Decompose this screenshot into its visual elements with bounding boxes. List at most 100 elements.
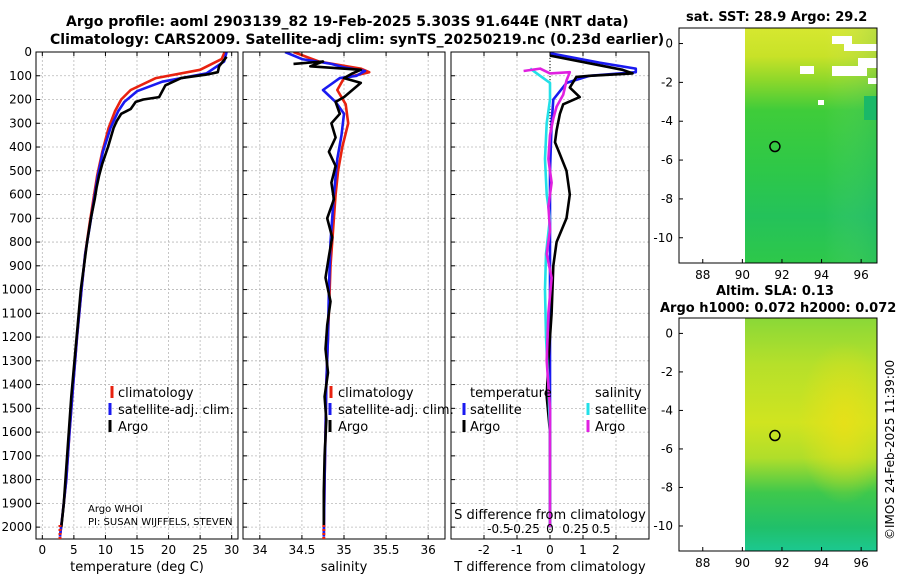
map-y-tick-label: -8 — [661, 480, 673, 494]
y-tick-label: 700 — [9, 211, 32, 225]
x-tick-label: 30 — [224, 543, 239, 557]
legend-title-salinity: salinity — [595, 386, 642, 401]
argo-position-marker — [769, 140, 781, 153]
map-x-tick-label: 88 — [695, 556, 710, 570]
legend-label-s-argo: Argo — [595, 420, 625, 435]
y-tick-label: 300 — [9, 116, 32, 130]
x2-tick-label: -0.25 — [509, 522, 540, 536]
legend-label-satellite-adj: satellite-adj. clim. — [118, 403, 234, 418]
x-axis-label: temperature (deg C) — [70, 560, 204, 575]
map-x-tick-label: 92 — [774, 268, 789, 282]
legend-label-satellite-adj: satellite-adj. clim. — [338, 403, 454, 418]
imos-credit: ©IMOS 24-Feb-2025 11:39:00 — [883, 360, 897, 540]
map-y-tick-label: -4 — [661, 403, 673, 417]
x-tick-label: 10 — [98, 543, 113, 557]
figure-title-line2: Climatology: CARS2009. Satellite-adj cli… — [50, 32, 665, 48]
map-y-tick-label: -6 — [661, 442, 673, 456]
legend-label-t-satellite: satellite — [470, 403, 522, 418]
map-y-tick-label: 0 — [665, 37, 673, 51]
x-tick-label: 5 — [70, 543, 78, 557]
map-y-tick-label: -10 — [653, 519, 673, 533]
x-tick-label: 0 — [546, 543, 554, 557]
sst-field-shade — [745, 28, 877, 263]
x-tick-label: 35.5 — [373, 543, 400, 557]
y-tick-label: 1600 — [1, 425, 32, 439]
sst-map-border — [678, 27, 878, 264]
map-x-tick-label: 96 — [854, 268, 869, 282]
sla-map-panel: 88 90 92 94 96 0 -2 -4 -6 -8 -10 — [653, 317, 878, 570]
x-tick-label: 25 — [192, 543, 207, 557]
x-tick-label: 2 — [612, 543, 620, 557]
map-y-tick-label: -10 — [653, 231, 673, 245]
map-x-tick-label: 96 — [854, 556, 869, 570]
series-line-salinity-satellite — [529, 67, 552, 528]
info-source: Argo WHOI — [88, 504, 143, 515]
y-tick-label: 900 — [9, 259, 32, 273]
legend-label-climatology: climatology — [338, 386, 414, 401]
sst-cloud-mask — [800, 66, 814, 74]
y-tick-label: 1300 — [1, 354, 32, 368]
y-tick-label: 1200 — [1, 330, 32, 344]
x2-axis-label: S difference from climatology — [454, 508, 646, 523]
argo-position-marker — [769, 429, 781, 442]
salinity-panel: 34 34.5 35 35.5 36 salinity — [242, 51, 446, 575]
x-tick-label: -2 — [478, 543, 490, 557]
sst-cloud-mask — [858, 58, 877, 68]
series-group — [58, 52, 228, 537]
x-tick-label: 34 — [252, 543, 267, 557]
sst-cloud-mask — [832, 66, 867, 76]
figure-title-line1: Argo profile: aoml 2903139_82 19-Feb-202… — [66, 14, 629, 30]
sst-map-title: sat. SST: 28.9 Argo: 29.2 — [686, 10, 868, 25]
map-x-tick-label: 88 — [695, 268, 710, 282]
sla-map-title-line1: Altim. SLA: 0.13 — [716, 284, 834, 299]
series-group — [523, 52, 638, 528]
series-line-salinity-argo — [523, 67, 572, 528]
y-tick-label: 0 — [24, 45, 32, 59]
sla-field-highlight — [745, 318, 877, 551]
y-tick-label: 1100 — [1, 306, 32, 320]
x-axis-label: salinity — [321, 560, 368, 575]
x-axis-label: T difference from climatology — [453, 560, 646, 575]
series-line-argo — [293, 60, 363, 528]
y-tick-label: 1400 — [1, 378, 32, 392]
map-x-tick-label: 94 — [814, 268, 829, 282]
x-tick-label: 35 — [336, 543, 351, 557]
map-y-tick-label: -2 — [661, 75, 673, 89]
sla-map-axes: 88 90 92 94 96 0 -2 -4 -6 -8 -10 — [653, 326, 868, 570]
map-y-tick-label: 0 — [665, 326, 673, 340]
x-tick-label: 34.5 — [289, 543, 316, 557]
legend-label-argo: Argo — [338, 420, 368, 435]
legend-label-s-satellite: satellite — [595, 403, 647, 418]
legend-label-argo: Argo — [118, 420, 148, 435]
map-x-tick-label: 94 — [814, 556, 829, 570]
series-line-satellite-adj-clim- — [58, 52, 228, 537]
sla-map-border — [678, 317, 878, 552]
y-tick-label: 1800 — [1, 473, 32, 487]
x-tick-label: 36 — [421, 543, 436, 557]
temperature-legend: climatology satellite-adj. clim. Argo — [108, 386, 234, 435]
map-x-tick-label: 92 — [774, 556, 789, 570]
y-tick-label: 1000 — [1, 283, 32, 297]
difference-panel: -2 -1 0 1 2 T difference from climatology S di… — [450, 51, 650, 575]
sst-cloud-mask — [818, 100, 824, 105]
y-tick-label: 1900 — [1, 496, 32, 510]
x2-tick-label: 0.5 — [592, 522, 611, 536]
info-pi: PI: SUSAN WIJFFELS, STEVEN — [88, 517, 233, 528]
y-tick-label: 400 — [9, 140, 32, 154]
x-tick-label: 15 — [129, 543, 144, 557]
series-group — [284, 52, 371, 537]
y-tick-label: 2000 — [1, 520, 32, 534]
x-tick-label: 0 — [38, 543, 46, 557]
legend-label-t-argo: Argo — [470, 420, 500, 435]
sst-cloud-mask — [844, 44, 877, 51]
y-tick-label: 200 — [9, 93, 32, 107]
series-line-argo — [60, 55, 228, 528]
x-tick-label: 1 — [579, 543, 587, 557]
sst-map-axes: 88 90 92 94 96 0 -2 -4 -6 -8 -10 — [653, 37, 868, 282]
legend-label-climatology: climatology — [118, 386, 194, 401]
series-line-temperature-argo — [545, 54, 634, 528]
map-y-tick-label: -8 — [661, 192, 673, 206]
x2-tick-label: 0.25 — [562, 522, 589, 536]
legend-title-temperature: temperature — [470, 386, 552, 401]
